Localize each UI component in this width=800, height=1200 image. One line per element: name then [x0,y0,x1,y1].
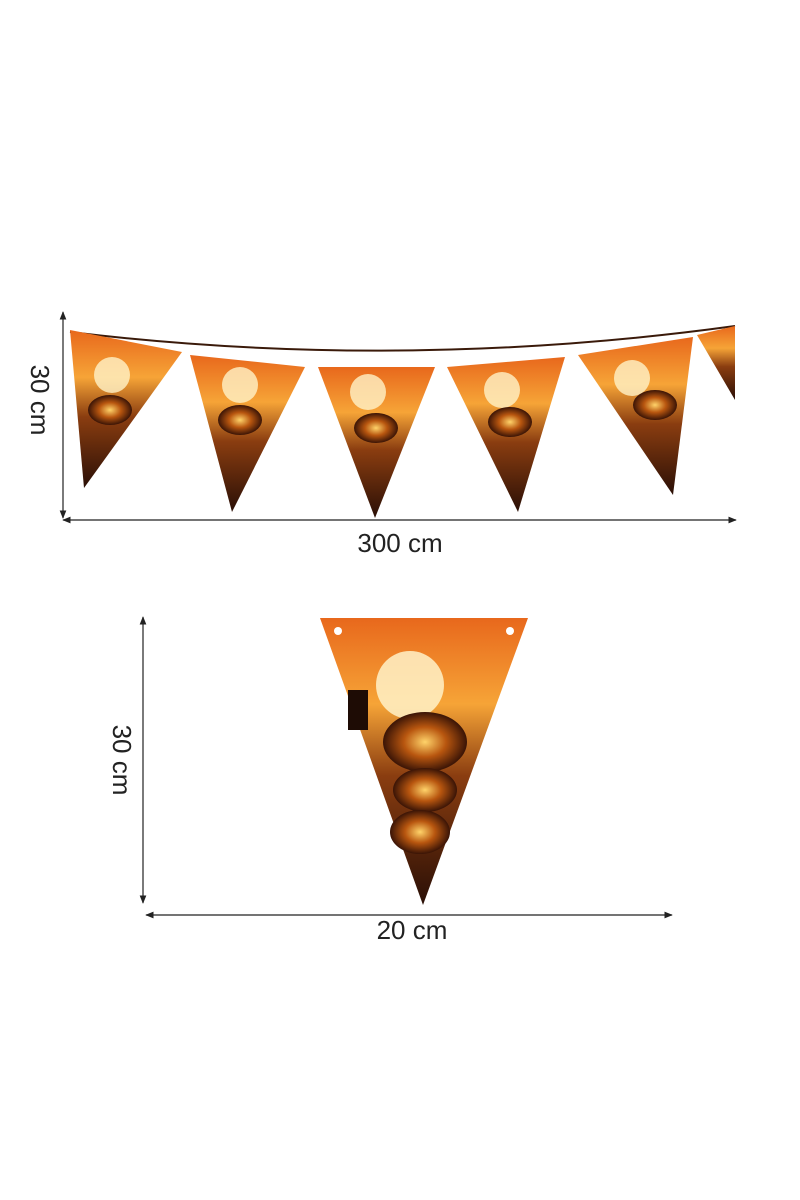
pennant-width-label: 20 cm [377,915,448,945]
pennant-height-label: 30 cm [107,725,137,796]
pennant [320,618,528,905]
garland-width-label: 300 cm [357,528,442,558]
garland-height-label: 30 cm [25,365,55,436]
garland [69,325,736,518]
